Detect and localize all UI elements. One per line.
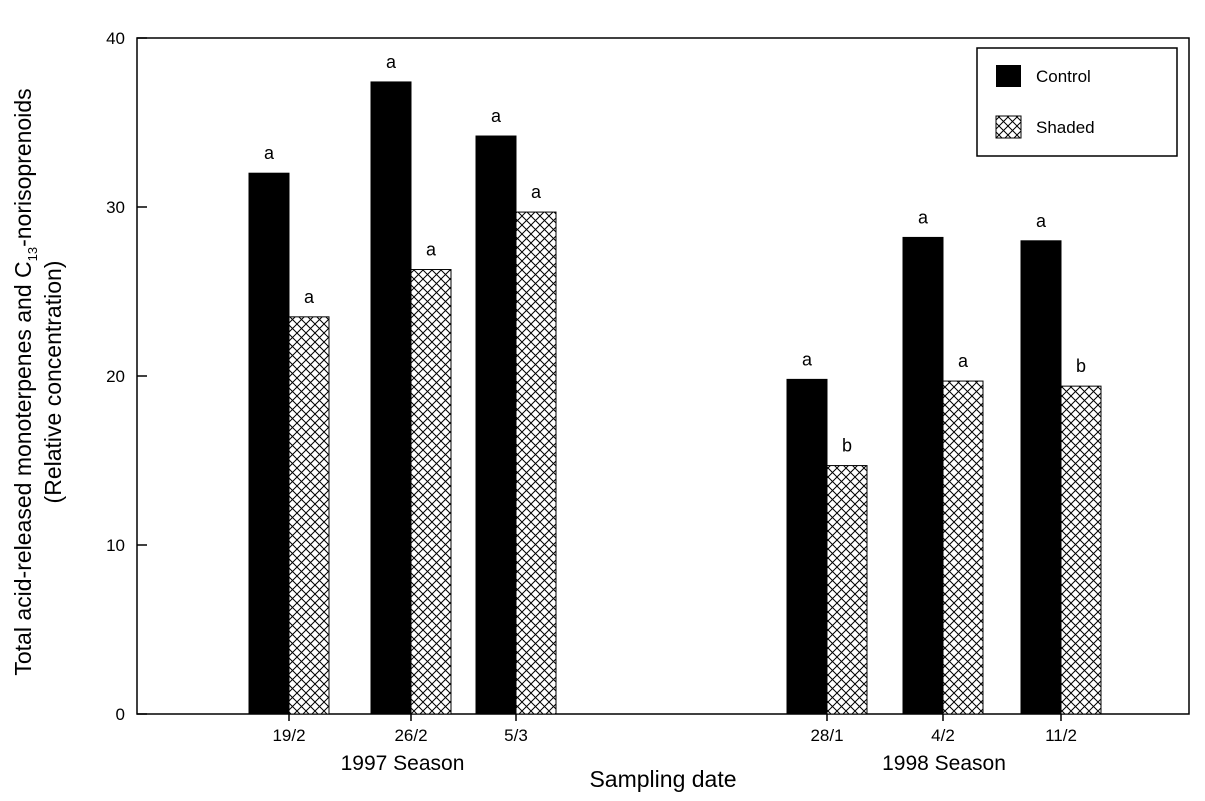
bar-shaded [410, 269, 452, 715]
legend-label-shaded: Shaded [1036, 118, 1095, 137]
x-axis-title: Sampling date [589, 766, 736, 792]
y-tick-label: 30 [106, 198, 125, 217]
x-tick-label: 4/2 [931, 726, 955, 745]
bar-shaded [515, 211, 557, 715]
significance-label: b [842, 436, 852, 456]
x-tick-label: 26/2 [394, 726, 427, 745]
significance-label: a [304, 287, 315, 307]
significance-label: a [531, 182, 542, 202]
bar-control [370, 81, 412, 715]
significance-label: a [802, 349, 813, 369]
significance-label: a [958, 351, 969, 371]
x-tick-label: 28/1 [810, 726, 843, 745]
y-tick-label: 40 [106, 29, 125, 48]
y-tick-label: 20 [106, 367, 125, 386]
y-axis-title-line1: Total acid-released monoterpenes and C13… [10, 88, 40, 675]
bar-control [248, 172, 290, 715]
season-label: 1998 Season [882, 752, 1006, 775]
significance-label: a [1036, 211, 1047, 231]
significance-label: a [426, 240, 437, 260]
legend-swatch-control [996, 65, 1021, 87]
season-label: 1997 Season [341, 752, 465, 775]
x-tick-label: 5/3 [504, 726, 528, 745]
y-axis: 0 10 20 30 40 [106, 29, 147, 724]
bar-shaded [1060, 385, 1102, 715]
y-axis-title: Total acid-released monoterpenes and C13… [10, 88, 66, 675]
bar-shaded [288, 316, 330, 715]
bar-control [786, 378, 828, 715]
significance-label: a [918, 207, 929, 227]
significance-label: a [264, 143, 275, 163]
y-axis-title-line2: (Relative concentration) [40, 261, 66, 504]
significance-label: b [1076, 356, 1086, 376]
x-tick-label: 11/2 [1045, 726, 1077, 745]
x-axis: 19/2 26/2 5/3 28/1 4/2 11/2 1997 Season 1998 Se… [272, 714, 1077, 775]
legend-swatch-shaded [995, 115, 1022, 139]
legend-label-control: Control [1036, 67, 1091, 86]
legend-box [976, 47, 1178, 157]
x-tick-label: 19/2 [272, 726, 305, 745]
bars: a a a a a a a a a b a b [248, 52, 1102, 715]
bar-shaded [826, 465, 868, 715]
bar-control [902, 236, 944, 715]
legend: Control Shaded [976, 47, 1178, 157]
y-tick-label: 0 [116, 705, 125, 724]
y-tick-label: 10 [106, 536, 125, 555]
significance-label: a [491, 106, 502, 126]
bar-shaded [942, 380, 984, 715]
bar-control [1020, 240, 1062, 715]
bar-control [475, 135, 517, 715]
significance-label: a [386, 52, 397, 72]
